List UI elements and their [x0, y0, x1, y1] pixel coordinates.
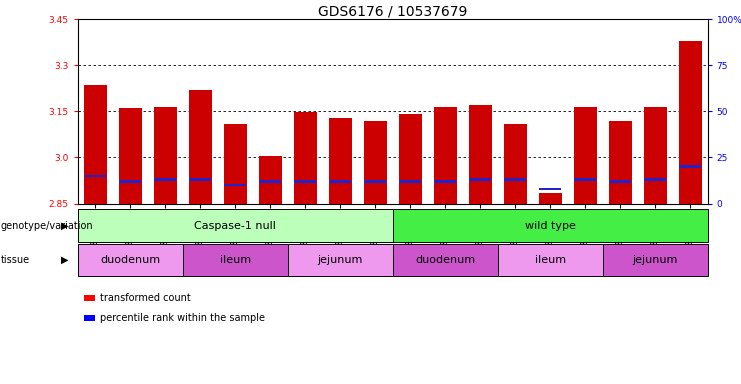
Bar — [504, 124, 527, 204]
Text: genotype/variation: genotype/variation — [1, 220, 93, 231]
Bar — [183, 244, 288, 276]
Bar — [78, 244, 183, 276]
Text: Caspase-1 null: Caspase-1 null — [194, 220, 276, 231]
Bar — [329, 118, 352, 204]
Text: tissue: tissue — [1, 255, 30, 265]
Text: wild type: wild type — [525, 220, 576, 231]
Bar — [574, 178, 596, 181]
Bar — [679, 41, 702, 204]
Title: GDS6176 / 10537679: GDS6176 / 10537679 — [318, 4, 468, 18]
Text: ▶: ▶ — [61, 220, 68, 231]
Bar — [365, 180, 386, 183]
Bar — [119, 180, 141, 183]
Bar — [469, 178, 491, 181]
Bar — [330, 180, 351, 183]
Bar — [602, 244, 708, 276]
Text: jejunum: jejunum — [318, 255, 363, 265]
Bar — [539, 193, 562, 204]
Bar — [399, 180, 421, 183]
Text: ileum: ileum — [219, 255, 251, 265]
Bar — [644, 107, 667, 204]
Bar — [294, 180, 316, 183]
Bar — [609, 180, 631, 183]
Bar — [78, 209, 393, 242]
Bar — [154, 178, 176, 181]
Bar — [224, 124, 247, 204]
Bar — [539, 187, 561, 190]
Bar — [154, 107, 176, 204]
Bar — [288, 244, 393, 276]
Bar — [189, 90, 212, 204]
Bar — [84, 85, 107, 204]
Bar — [84, 315, 96, 321]
Text: percentile rank within the sample: percentile rank within the sample — [100, 313, 265, 323]
Bar — [645, 178, 666, 181]
Bar — [399, 114, 422, 204]
Bar — [574, 107, 597, 204]
Bar — [609, 121, 631, 204]
Text: jejunum: jejunum — [633, 255, 678, 265]
Bar — [434, 180, 456, 183]
Bar — [433, 107, 456, 204]
Text: ▶: ▶ — [61, 255, 68, 265]
Bar — [505, 178, 526, 181]
Text: ileum: ileum — [534, 255, 566, 265]
Bar — [294, 112, 316, 204]
Bar — [259, 156, 282, 204]
Bar — [679, 166, 701, 168]
Bar — [364, 121, 387, 204]
Text: transformed count: transformed count — [100, 293, 190, 303]
Bar — [84, 295, 96, 301]
Bar — [119, 108, 142, 204]
Bar — [393, 244, 498, 276]
Bar — [190, 178, 211, 181]
Bar — [259, 180, 281, 183]
Bar — [84, 175, 106, 177]
Bar — [498, 244, 602, 276]
Bar — [225, 184, 246, 186]
Bar — [393, 209, 708, 242]
Text: duodenum: duodenum — [415, 255, 475, 265]
Text: duodenum: duodenum — [100, 255, 160, 265]
Bar — [469, 104, 491, 204]
